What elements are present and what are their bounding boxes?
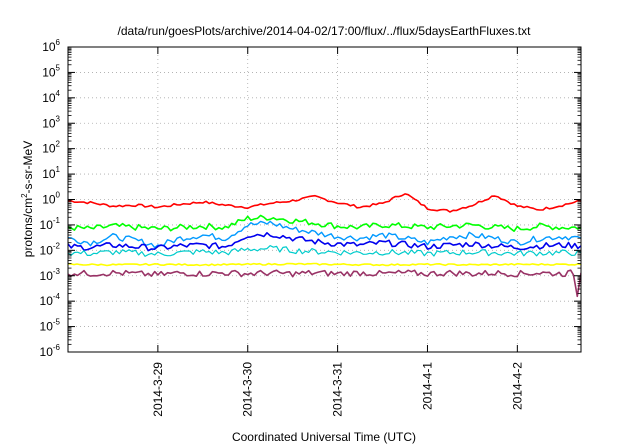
- x-tick-label: 2014-4-2: [510, 362, 524, 410]
- y-tick-label: 106: [42, 38, 60, 54]
- y-tick-label: 102: [42, 140, 60, 156]
- x-tick-label: 2014-3-29: [151, 362, 165, 417]
- x-tick-label: 2014-3-30: [241, 362, 255, 417]
- y-tick-label: 101: [42, 165, 60, 181]
- y-tick-label: 10-5: [40, 318, 61, 334]
- series-line-5: [68, 245, 581, 257]
- y-tick-label: 10-2: [40, 241, 61, 257]
- series-line-3: [68, 220, 581, 249]
- y-tick-label: 10-1: [40, 216, 61, 232]
- y-tick-label: 105: [42, 63, 60, 79]
- y-axis-ticks: 10-6 10-5 10-4 10-3 10-2 10-1 100 101 102 103 104 1…: [40, 38, 581, 359]
- x-axis-ticks: 2014-3-29 2014-3-30 2014-3-31 2014-4-1 2014-…: [151, 47, 524, 417]
- series-line-1: [68, 193, 581, 213]
- data-series: [68, 193, 581, 298]
- series-line-2: [68, 214, 581, 232]
- y-tick-label: 103: [42, 114, 60, 130]
- y-tick-label: 10-6: [40, 343, 61, 359]
- chart-title: /data/run/goesPlots/archive/2014-04-02/1…: [118, 24, 532, 38]
- x-tick-label: 2014-4-1: [420, 362, 434, 410]
- x-axis-label: Coordinated Universal Time (UTC): [232, 430, 416, 444]
- y-tick-label: 10-4: [40, 292, 61, 308]
- y-tick-label: 100: [42, 191, 60, 207]
- x-tick-label: 2014-3-31: [331, 362, 345, 417]
- series-line-6: [68, 262, 581, 267]
- y-tick-label: 10-3: [40, 267, 61, 283]
- y-tick-label: 104: [42, 89, 60, 105]
- y-axis-label: protons/cm2-s-sr-MeV: [20, 141, 35, 257]
- series-line-7: [68, 269, 581, 298]
- series-line-4: [68, 232, 581, 252]
